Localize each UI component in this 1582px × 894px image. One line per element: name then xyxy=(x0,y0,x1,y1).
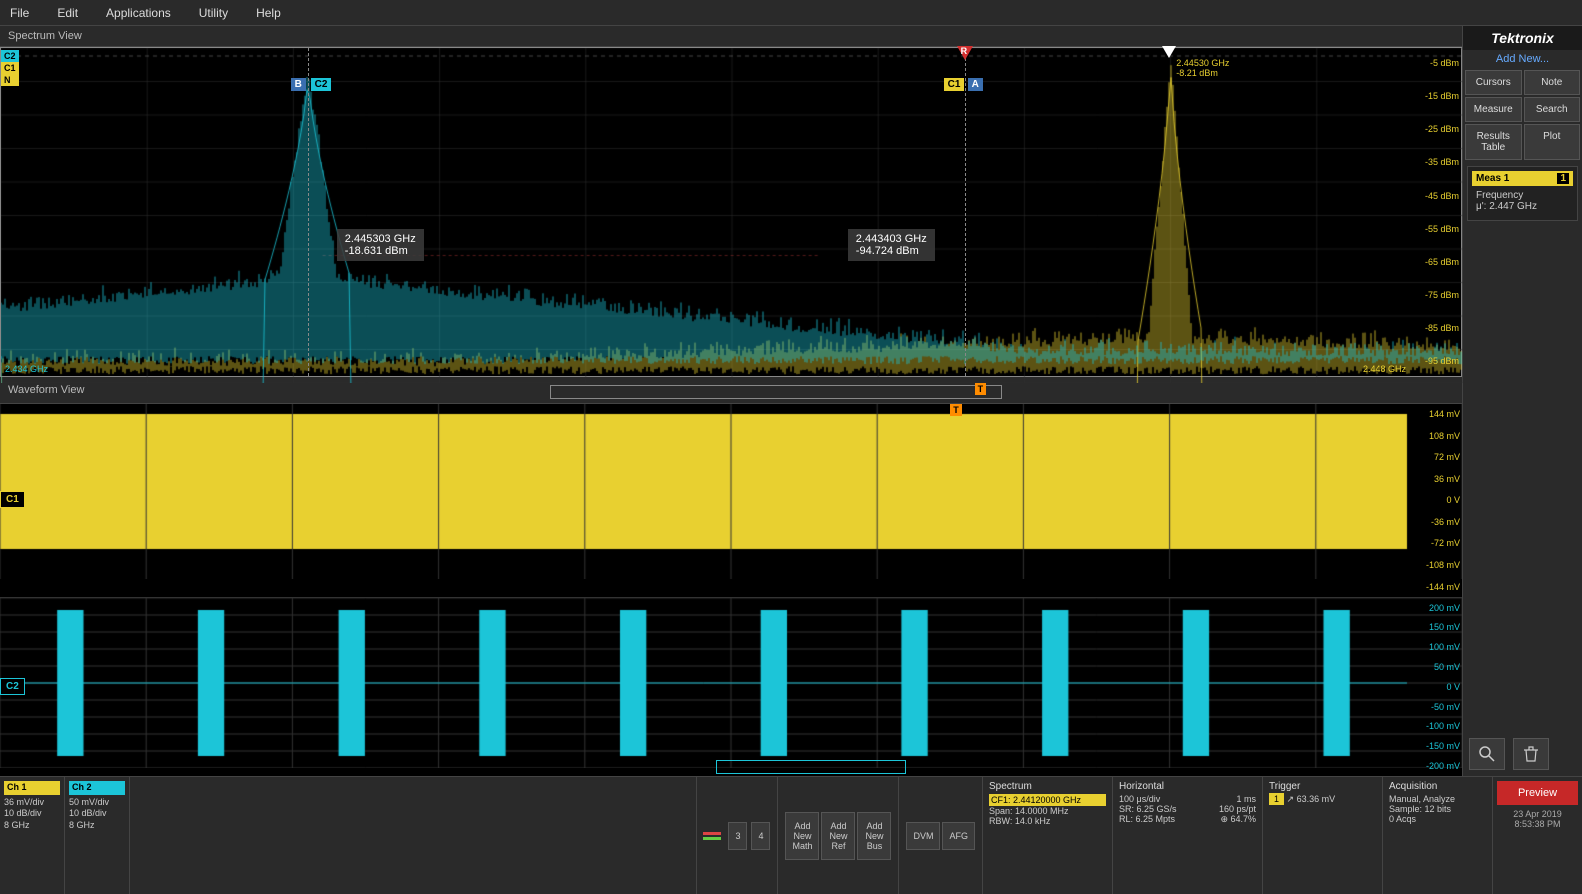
zoom-icon-button[interactable] xyxy=(1469,738,1505,770)
meas-badge: 1 xyxy=(1557,173,1569,184)
spectrum-readout-2: 2.443403 GHz-94.724 dBm xyxy=(848,229,935,261)
marker-triangle[interactable] xyxy=(1162,46,1176,58)
meas-value: μ': 2.447 GHz xyxy=(1476,201,1569,212)
trigger-marker-t2[interactable]: T xyxy=(950,404,962,416)
badge-c1: C1 xyxy=(1,62,19,74)
cursors-button[interactable]: Cursors xyxy=(1465,70,1522,95)
zoom-box-1[interactable] xyxy=(550,385,1002,399)
spectrum-xaxis-left: 2.434 GHz xyxy=(5,364,48,374)
spectrum-xaxis-right: 2.448 GHz xyxy=(1363,364,1406,374)
ch3-button[interactable]: 3 xyxy=(728,822,747,850)
trigger-marker-t[interactable]: T xyxy=(975,383,987,395)
waveform-c1[interactable]: T C1 144 mV108 mV72 mV36 mV0 V-36 mV-72 … xyxy=(0,404,1462,596)
date-label: 23 Apr 2019 xyxy=(1493,809,1582,819)
dvm-button[interactable]: DVM xyxy=(906,822,940,850)
cursor-badge-c2: C2 xyxy=(311,78,332,91)
cursor-badge-b: B xyxy=(291,78,306,91)
spectrum-readout-3: 2.44530 GHz-8.21 dBm xyxy=(1176,58,1229,78)
c2-label: C2 xyxy=(0,678,25,695)
results-table-button[interactable]: Results Table xyxy=(1465,124,1522,160)
waveform-header: Waveform View T xyxy=(0,377,1462,404)
menubar: File Edit Applications Utility Help xyxy=(0,0,1582,26)
wf1-yaxis: 144 mV108 mV72 mV36 mV0 V-36 mV-72 mV-10… xyxy=(1426,404,1460,596)
add-bus-button[interactable]: Add New Bus xyxy=(857,812,891,860)
afg-button[interactable]: AFG xyxy=(942,822,975,850)
ch4-button[interactable]: 4 xyxy=(751,822,770,850)
ch1-badge[interactable]: Ch 1 36 mV/div 10 dB/div 8 GHz xyxy=(0,777,65,894)
cursor-b[interactable]: B C2 xyxy=(308,48,309,376)
cursor-a[interactable]: C1 A xyxy=(965,48,966,376)
spectrum-yaxis: -5 dBm-15 dBm-25 dBm-35 dBm-45 dBm-55 dB… xyxy=(1425,48,1459,376)
bottom-bar: Ch 1 36 mV/div 10 dB/div 8 GHz Ch 2 50 m… xyxy=(0,776,1582,894)
spectrum-info[interactable]: Spectrum CF1: 2.44120000 GHz Span: 14.00… xyxy=(982,777,1112,894)
marker-r[interactable]: R xyxy=(957,46,973,60)
note-button[interactable]: Note xyxy=(1524,70,1581,95)
menu-utility[interactable]: Utility xyxy=(199,6,228,20)
trigger-info[interactable]: Trigger 1 ↗ 63.36 mV xyxy=(1262,777,1382,894)
meas-name: Frequency xyxy=(1476,190,1569,201)
waveform-c2[interactable]: C2 200 mV150 mV100 mV50 mV0 V-50 mV-100 … xyxy=(0,597,1462,776)
wf2-canvas xyxy=(0,598,1462,768)
meas-title: Meas 1 xyxy=(1476,173,1509,184)
trash-icon-button[interactable] xyxy=(1513,738,1549,770)
cursor-badge-c1: C1 xyxy=(944,78,965,91)
add-ref-button[interactable]: Add New Ref xyxy=(821,812,855,860)
preview-button[interactable]: Preview xyxy=(1497,781,1578,805)
addnew-label[interactable]: Add New... xyxy=(1463,50,1582,68)
menu-applications[interactable]: Applications xyxy=(106,6,171,20)
measurement-box[interactable]: Meas 1 1 Frequency μ': 2.447 GHz xyxy=(1467,166,1578,221)
zoom-box-2[interactable] xyxy=(716,760,906,774)
ch2-badge[interactable]: Ch 2 50 mV/div 10 dB/div 8 GHz xyxy=(65,777,130,894)
sidebar: Tektronix Add New... Cursors Note Measur… xyxy=(1462,26,1582,776)
menu-help[interactable]: Help xyxy=(256,6,281,20)
menu-file[interactable]: File xyxy=(10,6,29,20)
plot-button[interactable]: Plot xyxy=(1524,124,1581,160)
badge-n: N xyxy=(1,74,19,86)
spectrum-canvas xyxy=(1,48,1463,383)
spectrum-header: Spectrum View xyxy=(0,26,1462,47)
c1-label: C1 xyxy=(0,491,25,508)
menu-edit[interactable]: Edit xyxy=(57,6,78,20)
add-math-button[interactable]: Add New Math xyxy=(785,812,819,860)
wf1-canvas xyxy=(0,404,1462,579)
wf2-yaxis: 200 mV150 mV100 mV50 mV0 V-50 mV-100 mV-… xyxy=(1426,598,1460,776)
acquisition-info[interactable]: Acquisition Manual, Analyze Sample: 12 b… xyxy=(1382,777,1492,894)
badge-c2: C2 xyxy=(1,50,19,62)
horizontal-info[interactable]: Horizontal 100 μs/div1 ms SR: 6.25 GS/s1… xyxy=(1112,777,1262,894)
search-button[interactable]: Search xyxy=(1524,97,1581,122)
spectrum-left-badges: C2 C1 N xyxy=(1,50,19,86)
cursor-badge-a: A xyxy=(968,78,983,91)
time-label: 8:53:38 PM xyxy=(1493,819,1582,829)
spectrum-view[interactable]: C2 C1 N -5 dBm-15 dBm-25 dBm-35 dBm-45 d… xyxy=(0,47,1462,377)
brand-logo: Tektronix xyxy=(1463,26,1582,50)
spectrum-readout-1: 2.445303 GHz-18.631 dBm xyxy=(337,229,424,261)
measure-button[interactable]: Measure xyxy=(1465,97,1522,122)
